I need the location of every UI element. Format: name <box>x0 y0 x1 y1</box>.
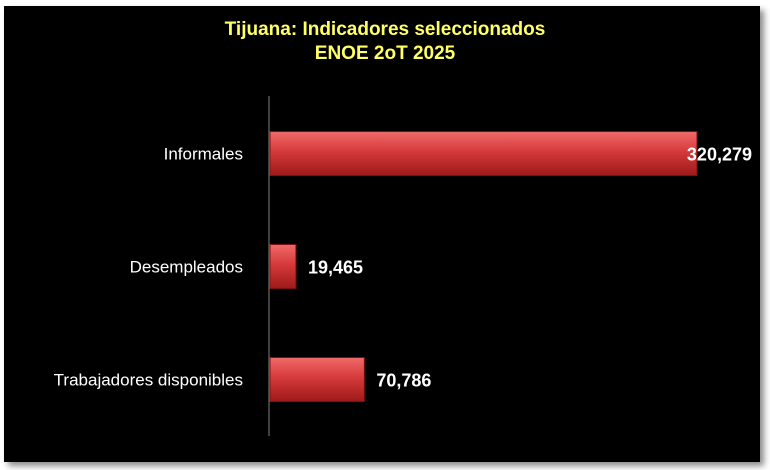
category-label-informales: Informales <box>164 145 243 164</box>
bar-informales <box>269 131 698 176</box>
chart-title: Tijuana: Indicadores seleccionados ENOE … <box>0 18 770 66</box>
bar-trabajadores-disponibles <box>269 357 365 402</box>
category-label-trabajadores-disponibles: Trabajadores disponibles <box>54 371 243 390</box>
chart-title-line1: Tijuana: Indicadores seleccionados <box>224 19 546 40</box>
value-label-desempleados: 19,465 <box>308 258 363 278</box>
value-label-informales: 320,279 <box>687 145 752 165</box>
value-label-trabajadores-disponibles: 70,786 <box>376 371 431 391</box>
bar-desempleados <box>269 244 297 289</box>
chart-area <box>4 6 760 462</box>
category-label-desempleados: Desempleados <box>130 258 243 277</box>
chart-subtitle: ENOE 2oT 2025 <box>314 43 456 64</box>
